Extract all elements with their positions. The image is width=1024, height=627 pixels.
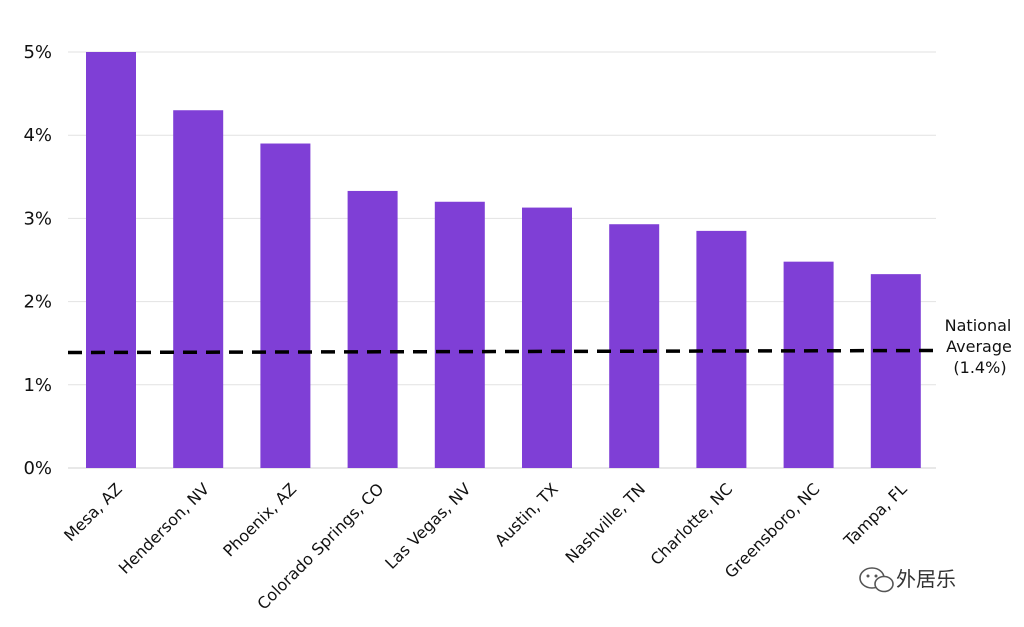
wechat-icon xyxy=(859,567,894,593)
y-tick-label: 0% xyxy=(23,458,52,479)
national-average-line-group xyxy=(67,348,937,355)
x-category-label: Tampa, FL xyxy=(839,479,910,550)
bar xyxy=(86,52,136,468)
watermark: 外居乐 xyxy=(859,567,956,593)
x-category-label: Nashville, TN xyxy=(561,479,649,567)
bar xyxy=(609,224,660,468)
y-tick-label: 2% xyxy=(23,292,52,313)
bar xyxy=(870,274,921,468)
y-tick-label: 4% xyxy=(23,125,52,146)
y-axis-ticks: 0% 1% 2% 3% 4% 5% xyxy=(23,42,52,479)
y-tick-label: 3% xyxy=(23,208,52,229)
bar xyxy=(173,110,224,469)
national-average-label-line: (1.4%) xyxy=(953,358,1006,377)
x-category-label: Charlotte, NC xyxy=(647,479,737,569)
bar xyxy=(434,201,485,468)
bar xyxy=(347,190,398,468)
national-average-label: National Average (1.4%) xyxy=(945,316,1012,377)
x-category-label: Las Vegas, NV xyxy=(381,479,474,572)
watermark-text: 外居乐 xyxy=(896,567,956,591)
x-category-label: Henderson, NV xyxy=(115,479,213,577)
national-average-label-line: National xyxy=(945,316,1012,335)
y-tick-label: 5% xyxy=(23,42,52,63)
bar xyxy=(522,207,572,469)
bar xyxy=(260,143,311,468)
x-category-label: Mesa, AZ xyxy=(60,479,126,545)
x-category-label: Austin, TX xyxy=(491,479,562,550)
x-category-label: Greensboro, NC xyxy=(721,479,824,582)
national-average-line xyxy=(67,348,937,355)
bar xyxy=(783,261,834,468)
bars xyxy=(86,52,921,469)
national-average-label-line: Average xyxy=(946,337,1012,356)
x-category-label: Phoenix, AZ xyxy=(219,479,300,560)
y-tick-label: 1% xyxy=(23,375,52,396)
